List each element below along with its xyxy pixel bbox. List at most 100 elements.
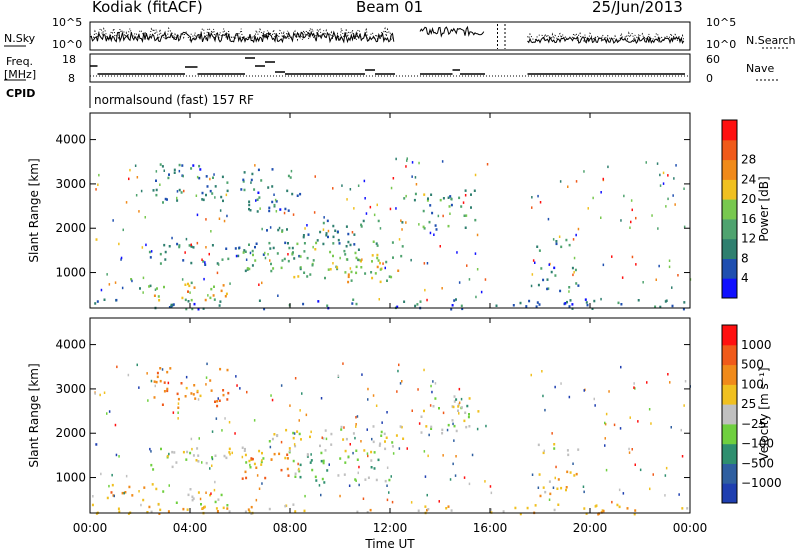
power-noise-pixel	[400, 219, 402, 222]
power-pixel	[316, 239, 319, 242]
power-pixel	[617, 301, 620, 305]
power-pixel	[198, 164, 201, 168]
velocity-pixel	[370, 459, 373, 462]
velocity-pixel	[288, 449, 291, 453]
velocity-noise-pixel	[639, 468, 642, 472]
velocity-pixel	[228, 451, 231, 454]
power-noise-pixel	[602, 263, 605, 267]
power-pixel	[327, 268, 330, 271]
power-panel	[94, 157, 692, 311]
power-pixel	[197, 308, 200, 311]
velocity-noise-pixel	[209, 467, 211, 470]
velocity-pixel	[196, 447, 199, 450]
power-pixel	[360, 225, 363, 228]
power-pixel	[465, 214, 468, 217]
power-noise-pixel	[273, 193, 275, 196]
power-noise-pixel	[405, 221, 407, 224]
velocity-pixel	[565, 486, 568, 489]
power-pixel	[659, 305, 662, 309]
power-pixel	[155, 188, 158, 192]
power-noise-pixel	[645, 161, 647, 164]
power-pixel	[153, 294, 156, 297]
power-pixel	[536, 301, 539, 304]
velocity-pixel	[190, 392, 193, 395]
power-noise-pixel	[384, 266, 386, 270]
power-pixel	[360, 266, 363, 269]
power-pixel	[355, 265, 358, 269]
power-colorbar-swatch	[722, 120, 737, 141]
power-pixel	[284, 207, 287, 211]
power-pixel	[591, 307, 594, 310]
power-noise-pixel	[547, 217, 550, 221]
nsearch-bot-tick: 10^0	[706, 38, 737, 51]
velocity-pixel	[121, 491, 124, 495]
velocity-noise-pixel	[298, 419, 300, 422]
power-pixel	[270, 269, 273, 273]
power-pixel	[152, 189, 155, 192]
power-noise-pixel	[176, 196, 178, 200]
freq-bot-tick: 8	[68, 72, 75, 85]
power-pixel	[213, 285, 215, 288]
velocity-pixel	[151, 483, 154, 486]
velocity-pixel	[426, 508, 428, 512]
velocity-noise-pixel	[551, 432, 553, 435]
power-colorbar-swatch	[722, 238, 737, 259]
velocity-pixel	[124, 491, 127, 494]
velocity-noise-pixel	[543, 449, 545, 453]
velocity-noise-pixel	[583, 490, 585, 494]
velocity-pixel	[156, 371, 159, 375]
power-pixel	[343, 249, 346, 253]
power-pixel	[162, 201, 164, 204]
power-pixel	[593, 299, 596, 303]
nave-top-tick: 60	[706, 53, 720, 66]
power-pixel	[248, 267, 251, 271]
velocity-pixel	[379, 442, 382, 445]
velocity-pixel	[159, 508, 162, 512]
power-pixel	[251, 172, 254, 176]
velocity-pixel	[177, 406, 180, 409]
power-pixel	[178, 244, 181, 247]
power-noise-pixel	[229, 282, 231, 285]
freq-trace	[90, 57, 685, 75]
velocity-noise-pixel	[154, 384, 156, 388]
power-pixel	[571, 307, 574, 310]
power-pixel	[542, 278, 545, 282]
velocity-pixel	[244, 510, 247, 513]
velocity-pixel	[330, 443, 333, 446]
velocity-pixel	[519, 512, 522, 516]
velocity-pixel	[595, 504, 598, 507]
velocity-noise-pixel	[150, 450, 152, 453]
velocity-noise-pixel	[386, 484, 388, 487]
power-noise-pixel	[439, 245, 441, 248]
velocity-pixel	[205, 461, 208, 465]
power-noise-pixel	[203, 277, 205, 281]
power-pixel	[202, 307, 205, 310]
power-pixel	[283, 257, 286, 261]
velocity-pixel	[157, 502, 160, 506]
velocity-pixel	[420, 415, 423, 418]
power-noise-pixel	[290, 169, 293, 173]
velocity-noise-pixel	[214, 480, 216, 484]
velocity-colorbar-tick: −25	[741, 417, 766, 431]
power-pixel	[450, 203, 453, 207]
velocity-pixel	[299, 475, 302, 479]
power-noise-pixel	[376, 203, 378, 207]
power-pixel	[242, 251, 245, 254]
velocity-pixel	[163, 390, 166, 393]
power-pixel	[164, 250, 167, 254]
power-ytick-label: 4000	[55, 133, 86, 147]
nave-bot-tick: 0	[706, 72, 713, 85]
power-pixel	[149, 284, 152, 288]
power-pixel	[188, 244, 191, 247]
power-pixel	[371, 254, 374, 257]
power-pixel	[297, 275, 300, 278]
power-pixel	[254, 245, 256, 249]
velocity-noise-pixel	[367, 387, 369, 391]
velocity-noise-pixel	[310, 453, 312, 456]
velocity-pixel	[309, 435, 311, 439]
power-pixel	[455, 298, 457, 301]
velocity-noise-pixel	[613, 423, 616, 427]
velocity-noise-pixel	[390, 475, 392, 478]
power-noise-pixel	[373, 213, 376, 217]
velocity-noise-pixel	[637, 420, 639, 423]
